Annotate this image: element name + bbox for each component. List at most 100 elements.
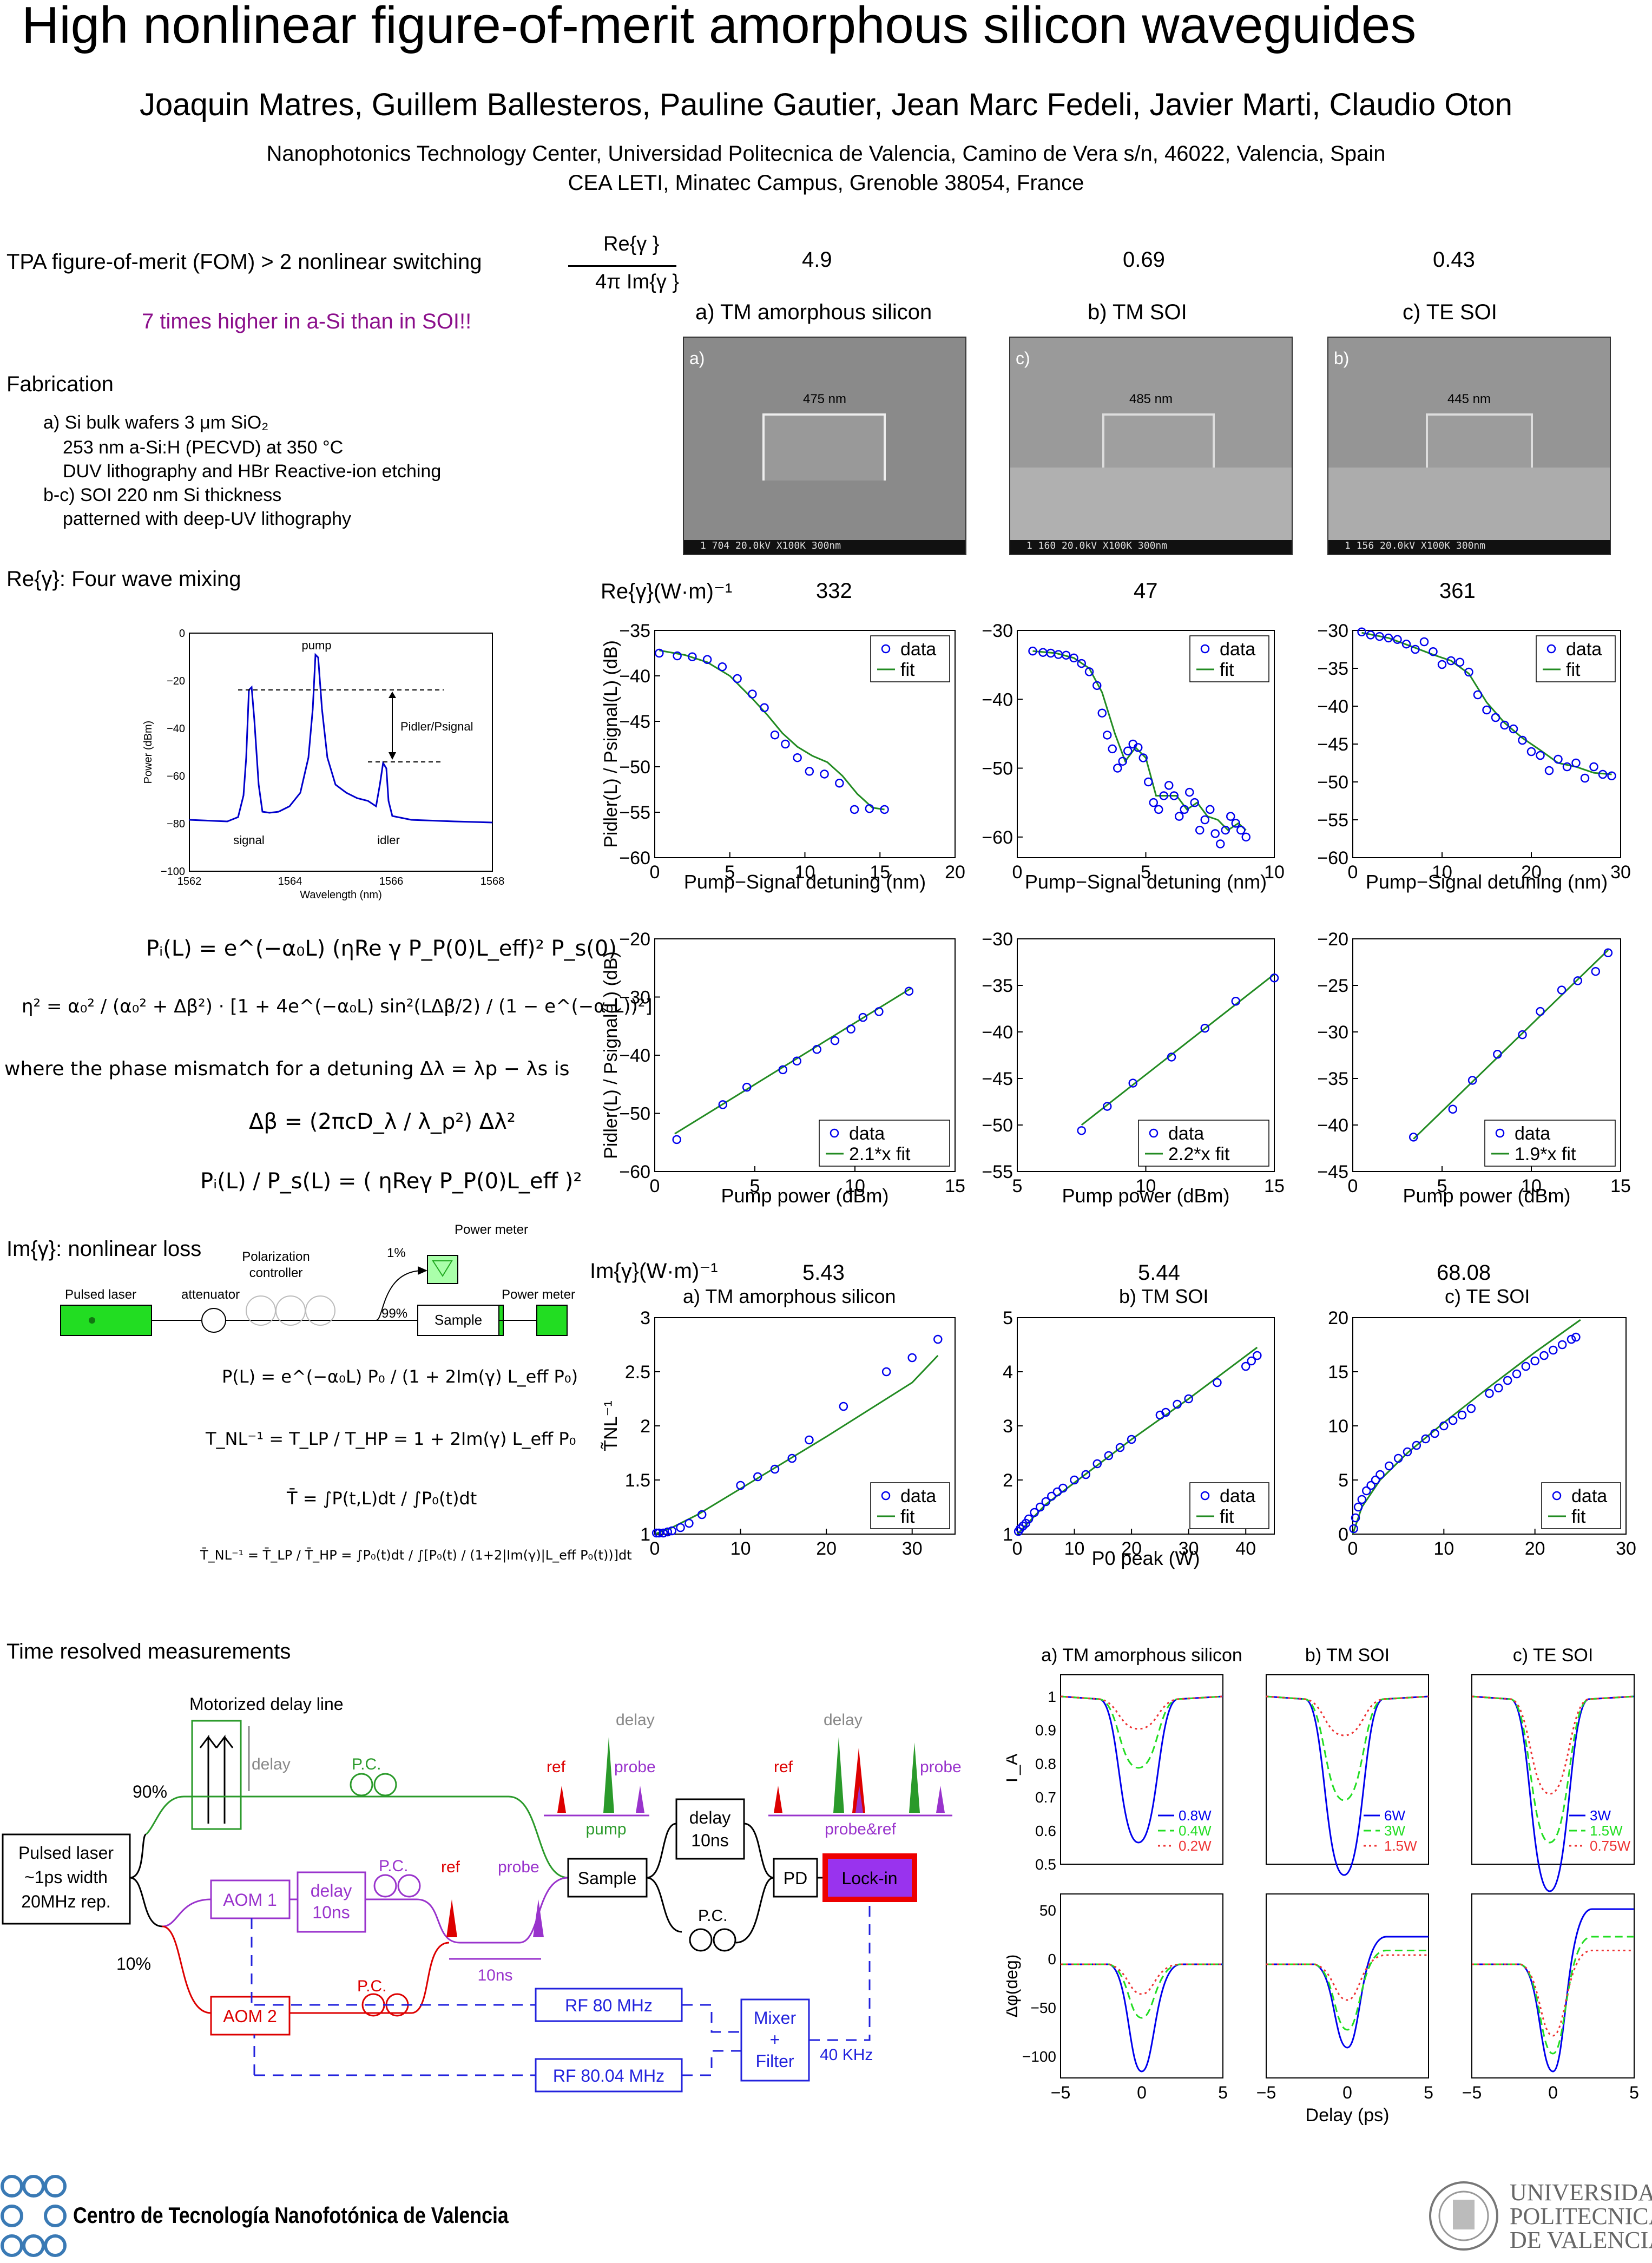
data-point (1384, 633, 1393, 643)
panel-frame (1471, 1674, 1635, 1865)
spectrum-ytick: −80 (167, 818, 185, 830)
spectrum-xtick: 1562 (177, 876, 202, 887)
data-point (1084, 667, 1094, 676)
data-point (1216, 839, 1225, 848)
im-gamma-label: Im{γ}(W·m)⁻¹ (590, 1259, 718, 1283)
x-tick-label: 20 (1521, 862, 1542, 883)
x-tick-label: 30 (902, 1538, 923, 1559)
data-point (1253, 1351, 1262, 1360)
data-point (1429, 647, 1438, 656)
data-point (1411, 644, 1420, 654)
probe-label: probe (614, 1758, 656, 1776)
y-tick-label: −45 (1317, 734, 1348, 755)
x-tick-label: 0 (1348, 1176, 1358, 1196)
legend-label: 1.5W (1384, 1838, 1417, 1854)
x-axis-label: Pump power (dBm) (1403, 1185, 1570, 1207)
x-tick-label: 10 (1521, 1176, 1542, 1196)
fwm-heading: Re{γ}: Four wave mixing (6, 567, 241, 591)
data-point (858, 1012, 868, 1022)
data-point (697, 1510, 707, 1519)
panel-frame (1266, 1893, 1429, 2078)
authors: Joaquin Matres, Guillem Ballesteros, Pau… (139, 87, 1513, 122)
pc-label-green: P.C. (352, 1755, 381, 1773)
data-point (1493, 1050, 1502, 1059)
data-point (805, 1435, 814, 1445)
phase-mismatch-text: where the phase mismatch for a detuning … (4, 1058, 570, 1080)
y-axis-label: Pidler(L) / Psignal(L) (dB) (601, 951, 621, 1159)
affiliation-1: Nanophotonics Technology Center, Univers… (266, 142, 1386, 166)
fiber-line (646, 1823, 677, 1879)
data-point (1213, 1378, 1222, 1387)
data-point (1518, 735, 1527, 745)
data-point (1549, 1345, 1558, 1355)
spectrum-xtick: 1566 (379, 876, 404, 887)
power-chart-b: 5 10 15 −55 −50 −45 −40 −35 −30 Pump power (dBm) d… (982, 931, 1285, 1207)
data-point (1128, 1078, 1137, 1088)
column-title-a: a) TM amorphous silicon (695, 300, 932, 324)
x-tick-label: 30 (1616, 1538, 1636, 1559)
transmission-trace (1060, 1695, 1223, 1730)
fab-line-3: DUV lithography and HBr Reactive-ion etc… (63, 461, 442, 482)
fit-line (1081, 973, 1275, 1126)
data-point (1473, 690, 1483, 700)
x-tick-label: 30 (1179, 1538, 1199, 1559)
mixer-line1: Mixer (754, 2008, 797, 2028)
data-point (1562, 762, 1572, 772)
legend-label: 2.2*x fit (1168, 1144, 1230, 1165)
equation-ratio: Pᵢ(L) / P_s(L) = ( ηReγ P_P(0)L_eff )² (200, 1169, 582, 1194)
data-point (1357, 1495, 1367, 1504)
split-fiber (129, 1833, 147, 1879)
power-meter-2-box (536, 1305, 568, 1336)
y-tick-label: 3 (1003, 1416, 1013, 1437)
transmission-trace (1060, 1695, 1223, 1844)
data-point (1554, 754, 1563, 764)
sem-scalebar: 1 160 20.0kV X100K 300nm (1010, 540, 1292, 554)
data-point (685, 1518, 694, 1528)
split-fiber (129, 1877, 163, 1928)
delay-label-2: delay (824, 1711, 863, 1729)
data-point (1371, 1475, 1380, 1485)
y-axis-label: T̃NL⁻¹ (600, 1400, 621, 1451)
x-tick-label: −5 (1462, 2083, 1482, 2102)
x-tick-label: 5 (750, 1176, 760, 1196)
probe-path (365, 1877, 569, 1944)
pump-label: pump (585, 1820, 626, 1838)
pd-label: PD (784, 1869, 807, 1888)
ref-pulse (446, 1899, 457, 1937)
ratio-label: Pidler/Psignal (400, 720, 473, 733)
y-tick-label: 5 (1003, 1310, 1013, 1328)
data-point (1464, 667, 1473, 677)
data-point (1173, 1399, 1182, 1409)
data-point (1518, 1030, 1527, 1040)
rf80-label: RF 80 MHz (565, 1996, 653, 2015)
pc-loop (373, 1773, 397, 1797)
x-axis-label: Pump−Signal detuning (nm) (1366, 871, 1608, 893)
data-point (1567, 1334, 1576, 1344)
panel-frame (1266, 1674, 1429, 1865)
legend-box (870, 635, 950, 682)
y-tick-label: −35 (1317, 1069, 1348, 1089)
data-point (1144, 777, 1153, 787)
data-point (805, 767, 814, 776)
spectrum-ytick: −60 (167, 771, 185, 782)
polarization-label: Polarization (242, 1249, 310, 1264)
aom1-label: AOM 1 (223, 1890, 277, 1910)
x-tick-label: 0 (1548, 2083, 1558, 2102)
im-gamma-c: 68.08 (1437, 1261, 1491, 1285)
data-point (1485, 1389, 1494, 1398)
legend-box (1189, 635, 1269, 682)
pc-label-red: P.C. (357, 1977, 386, 1995)
x-tick-label: 5 (1424, 2083, 1433, 2102)
data-point (1500, 720, 1509, 730)
sem-image-c: b) 445 nm 1 156 20.0kV X100K 300nm (1327, 337, 1611, 555)
x-tick-label: 15 (1264, 1176, 1285, 1196)
data-point (1598, 769, 1608, 779)
detuning-chart-b: 0 5 10 −60 −50 −40 −30 Pump−Signal detuning (nm… (982, 622, 1285, 893)
data-point (718, 662, 727, 672)
y-tick-label: −50 (982, 759, 1013, 779)
y-tick-label: −40 (982, 1022, 1013, 1043)
sem-tag: b) (1334, 348, 1350, 368)
power-chart-a: 0 5 10 15 −60 −50 −40 −30 −20 Pump power (dBm) Pid… (601, 931, 965, 1207)
